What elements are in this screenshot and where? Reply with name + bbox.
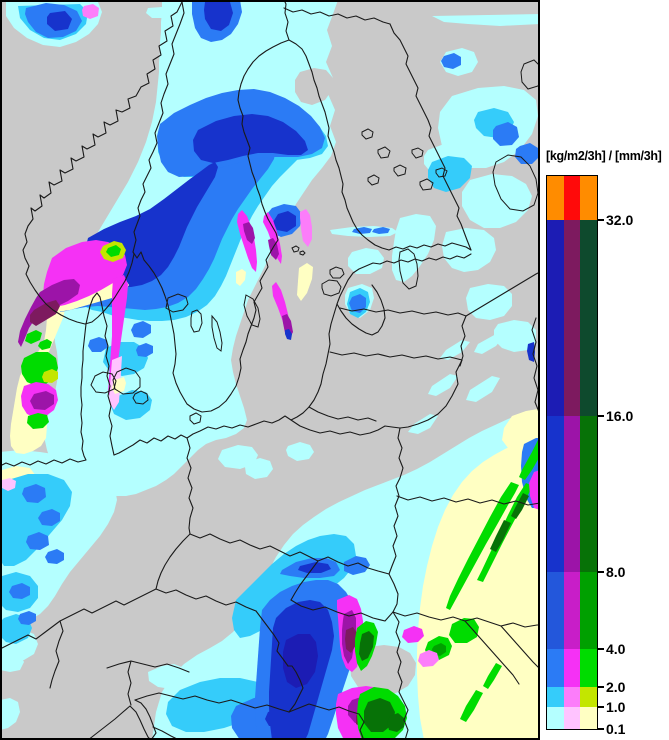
- legend-band: [547, 416, 598, 572]
- legend-band-cell: [563, 687, 581, 707]
- legend-band-cell: [580, 176, 598, 220]
- legend-title: [kg/m2/3h] / [mm/3h]: [546, 149, 662, 163]
- legend-band-cell: [580, 707, 598, 729]
- legend-band: [547, 649, 598, 687]
- estonian-islands: [321, 266, 345, 297]
- legend-band: [547, 220, 598, 416]
- map-frame: [0, 0, 540, 740]
- legend-band: [547, 707, 598, 729]
- legend-band-cell: [580, 572, 598, 649]
- weather-map: [0, 0, 540, 740]
- legend-band-cell: [547, 416, 564, 572]
- legend-band-cell: [580, 687, 598, 707]
- precip-southeast-system: [336, 438, 540, 740]
- legend-band: [547, 572, 598, 649]
- coastlines: [0, 1, 472, 740]
- legend-tick-mark: [598, 415, 604, 417]
- legend-tick-label: 1.0: [606, 699, 626, 715]
- lakes: [165, 59, 540, 352]
- legend-tick-mark: [598, 686, 604, 688]
- oland-island: [211, 314, 223, 352]
- aland-islands: [291, 245, 306, 256]
- legend-band-cell: [563, 572, 581, 649]
- legend-band-cell: [580, 220, 598, 416]
- jutland-coast: [0, 292, 115, 467]
- lake-vanern: [165, 293, 189, 313]
- legend-band-cell: [563, 176, 581, 220]
- precip-magenta-layer: [2, 4, 312, 491]
- legend-tick-mark: [598, 648, 604, 650]
- legend-band-cell: [547, 649, 564, 687]
- legend-band-cell: [580, 416, 598, 572]
- country-borders: [0, 0, 540, 740]
- precip-northsea-blob: [21, 352, 58, 429]
- legend-tick-mark: [598, 571, 604, 573]
- legend-tick-mark: [598, 219, 604, 221]
- legend-tick-label: 8.0: [606, 564, 626, 580]
- baltic-south-coast: [113, 303, 338, 456]
- legend-tick-label: 0.1: [606, 721, 626, 737]
- legend-band-cell: [563, 220, 581, 416]
- lake-ladoga: [492, 154, 539, 212]
- legend-tick-label: 16.0: [606, 408, 634, 424]
- gotland-island: [243, 294, 261, 328]
- legend-band: [547, 176, 598, 220]
- legend-panel: [kg/m2/3h] / [mm/3h] 32.0 16.0 8.0 4.0 2.0 1.…: [540, 0, 669, 740]
- legend-colorbar: [546, 175, 598, 730]
- legend-tick-label: 32.0: [606, 212, 634, 228]
- legend-band: [547, 687, 598, 707]
- legend-band-cell: [547, 220, 564, 416]
- legend-band-cell: [563, 707, 581, 729]
- legend-tick-mark: [598, 728, 604, 730]
- lake-peipus: [398, 248, 419, 290]
- finnish-lakes: [361, 128, 448, 191]
- legend-band-cell: [547, 572, 564, 649]
- legend-tick-label: 2.0: [606, 679, 626, 695]
- legend-tick-label: 4.0: [606, 641, 626, 657]
- legend-band-cell: [563, 416, 581, 572]
- danish-islands: [90, 367, 202, 425]
- legend-band-cell: [547, 707, 564, 729]
- legend-band-cell: [547, 687, 564, 707]
- legend-band-cell: [580, 649, 598, 687]
- legend-tick-mark: [598, 706, 604, 708]
- norway-sweden-finland-coast: [22, 1, 472, 413]
- lake-vattern: [190, 309, 203, 333]
- legend-band-cell: [547, 176, 564, 220]
- estonia-coast: [336, 253, 472, 336]
- legend-band-cell: [563, 649, 581, 687]
